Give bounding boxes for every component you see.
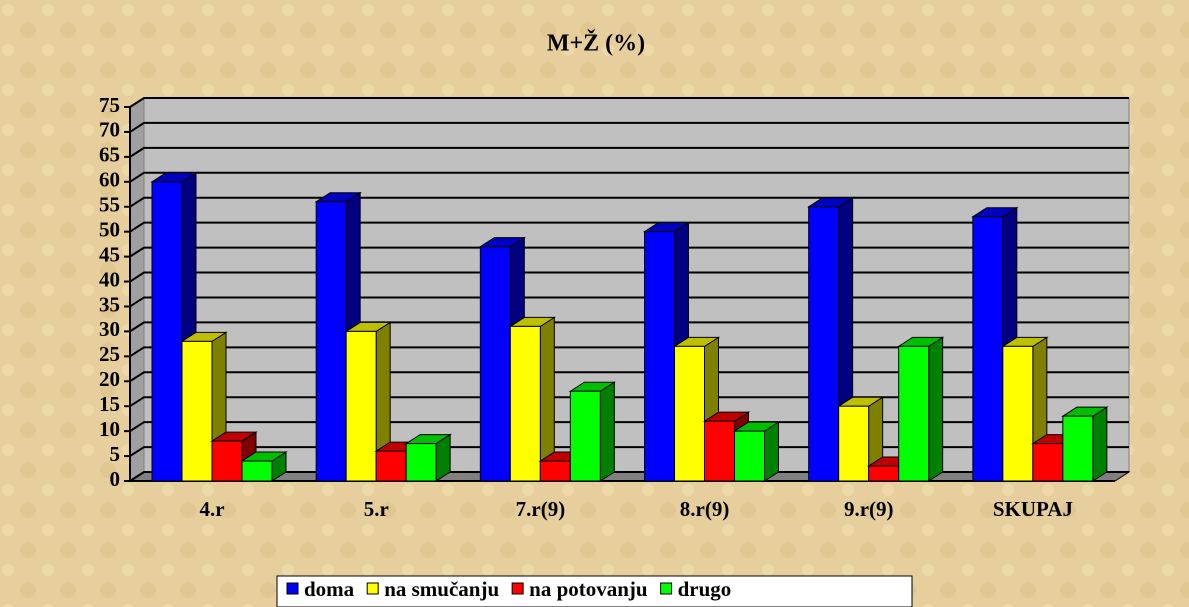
y-tick-label: 15 <box>99 392 120 416</box>
grid-line <box>129 271 1129 283</box>
y-tick-label: 30 <box>99 317 120 341</box>
bar-side <box>599 381 615 482</box>
grid-line <box>129 396 1129 408</box>
y-tick-label: 40 <box>99 267 120 291</box>
y-tick-label: 5 <box>110 442 121 466</box>
bar <box>345 330 377 482</box>
bar <box>211 440 243 482</box>
grid-line <box>129 296 1129 308</box>
x-tick-label: 4.r <box>200 497 225 521</box>
grid-line <box>129 421 1129 432</box>
bar <box>181 340 213 482</box>
x-tick-label: 8.r(9) <box>680 497 730 521</box>
y-tick-label: 70 <box>99 118 120 142</box>
legend-label: na smučanju <box>384 577 499 601</box>
y-tick-label: 55 <box>99 193 120 217</box>
bar <box>375 450 407 482</box>
bar <box>1062 415 1094 482</box>
bar-side <box>928 336 944 482</box>
y-tick-label: 0 <box>110 467 121 491</box>
y-tick-label: 45 <box>99 242 120 266</box>
y-tick-label: 65 <box>99 143 120 167</box>
grid-line <box>129 471 1129 482</box>
grid-line <box>129 346 1129 358</box>
grid-line <box>129 371 1129 383</box>
x-tick-label: 9.r(9) <box>844 497 894 521</box>
grid-line <box>129 97 1129 108</box>
y-tick-label: 25 <box>99 342 120 366</box>
legend-swatch <box>660 582 673 595</box>
legend <box>276 575 913 607</box>
bar <box>405 443 437 482</box>
grid-line <box>129 146 1129 158</box>
grid-line <box>129 171 1129 183</box>
bar <box>898 345 930 482</box>
bar <box>569 390 601 482</box>
x-tick-label: SKUPAJ <box>993 497 1073 521</box>
bar <box>479 246 511 482</box>
bar <box>868 465 900 482</box>
legend-swatch <box>286 582 299 595</box>
bar <box>1002 345 1034 482</box>
grid-line <box>129 321 1129 333</box>
y-tick-label: 75 <box>99 93 120 117</box>
grid-line <box>129 246 1129 258</box>
legend-swatch <box>366 582 379 595</box>
bar <box>539 460 571 482</box>
bar-side <box>1092 406 1108 482</box>
x-tick-label: 5.r <box>364 497 389 521</box>
grid-line <box>129 221 1129 233</box>
y-tick-label: 20 <box>99 367 120 391</box>
x-tick-label: 7.r(9) <box>516 497 566 521</box>
y-tick-label: 10 <box>99 417 120 441</box>
chart-title: M+Ž (%) <box>547 30 645 57</box>
grid-line <box>129 446 1129 457</box>
legend-swatch <box>511 582 524 595</box>
bar <box>1032 443 1064 482</box>
bar <box>241 460 273 482</box>
bar <box>509 325 541 482</box>
bar-side <box>764 421 779 482</box>
bar <box>734 430 765 482</box>
bar <box>808 206 840 482</box>
legend-label: drugo <box>678 577 732 601</box>
grid-line <box>129 121 1129 133</box>
legend-label: na potovanju <box>529 577 648 601</box>
grid-line <box>129 196 1129 208</box>
y-tick-label: 35 <box>99 292 120 316</box>
bar <box>972 216 1004 482</box>
bar <box>674 345 705 482</box>
bar <box>151 181 183 482</box>
bar <box>644 231 675 482</box>
bar <box>704 420 735 482</box>
bar <box>315 201 347 482</box>
y-tick-label: 60 <box>99 168 120 192</box>
legend-label: doma <box>304 577 355 601</box>
y-tick-label: 50 <box>99 217 120 241</box>
bar <box>838 405 870 482</box>
